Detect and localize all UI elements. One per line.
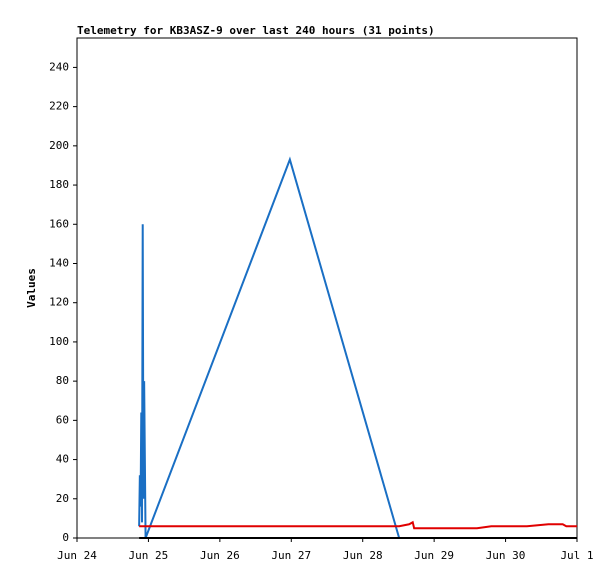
y-tick-label: 20 [56, 492, 69, 505]
x-tick-label: Jun 25 [129, 549, 169, 562]
y-tick-label: 0 [62, 531, 69, 544]
y-tick-label: 40 [56, 453, 69, 466]
y-axis-label: Values [25, 268, 38, 308]
y-tick-label: 120 [49, 296, 69, 309]
x-tick-label: Jun 30 [486, 549, 526, 562]
series-line [139, 520, 577, 530]
x-tick-label: Jun 28 [343, 549, 383, 562]
chart-title: Telemetry for KB3ASZ-9 over last 240 hou… [77, 24, 435, 37]
y-tick-label: 140 [49, 256, 69, 269]
y-tick-label: 240 [49, 60, 69, 73]
x-tick-label: Jun 29 [414, 549, 454, 562]
y-tick-label: 60 [56, 413, 69, 426]
y-tick-label: 80 [56, 374, 69, 387]
x-tick-label: Jun 24 [57, 549, 97, 562]
x-tick-label: Jun 27 [271, 549, 311, 562]
series-line [138, 156, 401, 539]
y-tick-label: 160 [49, 217, 69, 230]
x-tick-label: Jun 26 [200, 549, 240, 562]
x-tick-label: Jul 1 [560, 549, 593, 562]
y-tick-label: 200 [49, 139, 69, 152]
y-tick-label: 100 [49, 335, 69, 348]
y-tick-label: 180 [49, 178, 69, 191]
y-tick-label: 220 [49, 100, 69, 113]
